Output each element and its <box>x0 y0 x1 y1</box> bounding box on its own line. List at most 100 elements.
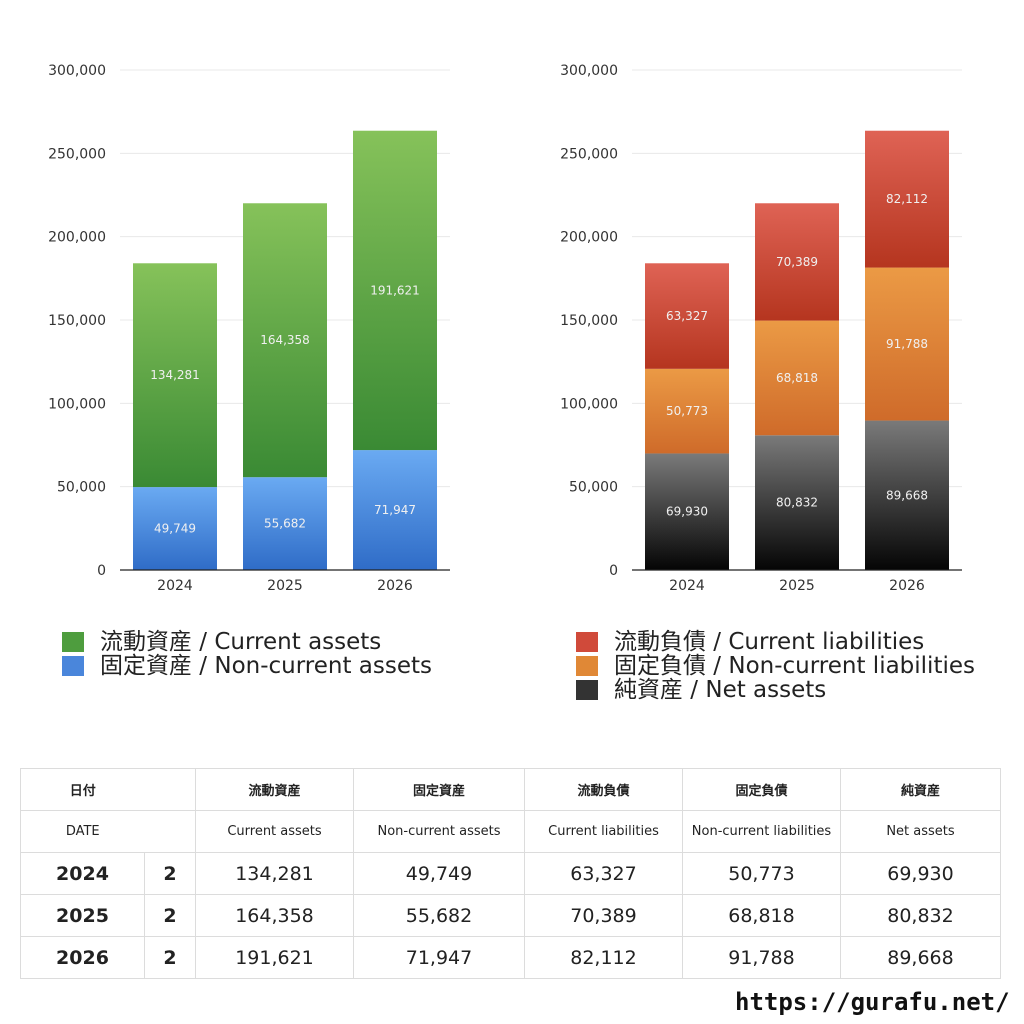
header-spacer <box>144 810 196 853</box>
data-label: 50,773 <box>666 404 708 418</box>
header-non-current-liabilities-en: Non-current liabilities <box>682 810 841 853</box>
header-non-current-assets-en: Non-current assets <box>353 810 525 853</box>
bar-segment <box>243 477 327 570</box>
data-label: 91,788 <box>886 337 928 351</box>
legend-label-current-liabilities: 流動負債 / Current liabilities <box>614 629 925 655</box>
y-tick-label: 150,000 <box>48 313 106 329</box>
data-label: 63,327 <box>666 309 708 323</box>
x-tick-label: 2026 <box>377 578 413 594</box>
bar-segment <box>133 263 217 488</box>
header-non-current-liabilities-jp: 固定負債 <box>682 768 841 811</box>
data-label: 49,749 <box>154 522 196 536</box>
assets-legend: 流動資産 / Current assets 固定資産 / Non-current… <box>62 630 432 678</box>
y-tick-label: 0 <box>97 563 106 579</box>
cell-current-liabilities: 63,327 <box>524 852 683 895</box>
cell-non-current-liabilities: 50,773 <box>682 852 841 895</box>
x-tick-label: 2024 <box>157 578 193 594</box>
header-net-assets-jp: 純資産 <box>840 768 1001 811</box>
table-row: 2025 2 164,358 55,682 70,389 68,818 80,8… <box>20 894 1001 937</box>
cell-current-liabilities: 70,389 <box>524 894 683 937</box>
data-label: 69,930 <box>666 505 708 519</box>
legend-item-non-current-assets: 固定資産 / Non-current assets <box>62 654 432 678</box>
data-label: 134,281 <box>150 368 200 382</box>
data-label: 55,682 <box>264 517 306 531</box>
data-table: 日付 流動資産 固定資産 流動負債 固定負債 純資産 DATE Current … <box>20 768 1001 979</box>
cell-net-assets: 69,930 <box>840 852 1001 895</box>
table-row: 2024 2 134,281 49,749 63,327 50,773 69,9… <box>20 852 1001 895</box>
header-current-liabilities-jp: 流動負債 <box>524 768 683 811</box>
y-tick-label: 0 <box>609 563 618 579</box>
y-tick-label: 300,000 <box>560 63 618 79</box>
bar-segment <box>645 368 729 454</box>
row-quarter: 2 <box>144 894 196 937</box>
y-tick-label: 250,000 <box>48 146 106 162</box>
x-tick-label: 2025 <box>779 578 815 594</box>
bar-segment <box>755 435 839 570</box>
legend-swatch-current-assets <box>62 632 84 652</box>
y-tick-label: 100,000 <box>48 396 106 412</box>
legend-item-current-assets: 流動資産 / Current assets <box>62 630 432 654</box>
y-tick-label: 150,000 <box>560 313 618 329</box>
header-current-assets-en: Current assets <box>195 810 354 853</box>
bar-segment <box>353 450 437 570</box>
table-header-row-jp: 日付 流動資産 固定資産 流動負債 固定負債 純資産 <box>20 768 1001 811</box>
cell-non-current-assets: 71,947 <box>353 936 525 979</box>
header-spacer <box>144 768 196 811</box>
y-tick-label: 250,000 <box>560 146 618 162</box>
assets-chart: 300,000 250,000 200,000 150,000 100,000 50,00… <box>48 63 450 594</box>
legend-swatch-non-current-liabilities <box>576 656 598 676</box>
row-year: 2024 <box>20 852 145 895</box>
bar-segment <box>645 453 729 570</box>
data-label: 71,947 <box>374 503 416 517</box>
bar-segment <box>865 420 949 570</box>
data-label: 164,358 <box>260 333 310 347</box>
bar-segment <box>865 130 949 268</box>
row-year: 2026 <box>20 936 145 979</box>
y-tick-label: 50,000 <box>569 480 618 496</box>
bar-segment <box>353 130 437 451</box>
cell-net-assets: 80,832 <box>840 894 1001 937</box>
row-quarter: 2 <box>144 852 196 895</box>
cell-non-current-liabilities: 91,788 <box>682 936 841 979</box>
row-quarter: 2 <box>144 936 196 979</box>
site-url[interactable]: https://gurafu.net/ <box>735 988 1010 1016</box>
y-tick-label: 200,000 <box>48 230 106 246</box>
bar-segment <box>243 203 327 478</box>
header-date-jp: 日付 <box>20 768 145 811</box>
liabilities-chart: 300,000 250,000 200,000 150,000 100,000 50,00… <box>560 63 962 594</box>
bar-segment <box>645 263 729 369</box>
header-date-en: DATE <box>20 810 145 853</box>
data-label: 82,112 <box>886 192 928 206</box>
cell-current-assets: 134,281 <box>195 852 354 895</box>
cell-non-current-assets: 49,749 <box>353 852 525 895</box>
cell-non-current-liabilities: 68,818 <box>682 894 841 937</box>
header-current-assets-jp: 流動資産 <box>195 768 354 811</box>
data-label: 70,389 <box>776 255 818 269</box>
bar-segment <box>133 487 217 570</box>
y-tick-label: 200,000 <box>560 230 618 246</box>
bar-segment <box>755 320 839 436</box>
row-year: 2025 <box>20 894 145 937</box>
data-label: 191,621 <box>370 283 420 297</box>
x-tick-label: 2025 <box>267 578 303 594</box>
x-tick-label: 2026 <box>889 578 925 594</box>
table-row: 2026 2 191,621 71,947 82,112 91,788 89,6… <box>20 936 1001 979</box>
cell-current-assets: 191,621 <box>195 936 354 979</box>
cell-current-assets: 164,358 <box>195 894 354 937</box>
data-label: 80,832 <box>776 496 818 510</box>
y-tick-label: 50,000 <box>57 480 106 496</box>
cell-non-current-assets: 55,682 <box>353 894 525 937</box>
header-net-assets-en: Net assets <box>840 810 1001 853</box>
legend-item-net-assets: 純資産 / Net assets <box>576 678 975 702</box>
legend-item-non-current-liabilities: 固定負債 / Non-current liabilities <box>576 654 975 678</box>
legend-label-non-current-liabilities: 固定負債 / Non-current liabilities <box>614 653 975 679</box>
legend-label-non-current-assets: 固定資産 / Non-current assets <box>100 653 433 679</box>
legend-swatch-current-liabilities <box>576 632 598 652</box>
header-non-current-assets-jp: 固定資産 <box>353 768 525 811</box>
legend-item-current-liabilities: 流動負債 / Current liabilities <box>576 630 975 654</box>
y-tick-label: 100,000 <box>560 396 618 412</box>
table-header-row-en: DATE Current assets Non-current assets C… <box>20 810 1001 853</box>
bar-segment <box>755 203 839 321</box>
cell-net-assets: 89,668 <box>840 936 1001 979</box>
legend-label-current-assets: 流動資産 / Current assets <box>100 629 382 655</box>
